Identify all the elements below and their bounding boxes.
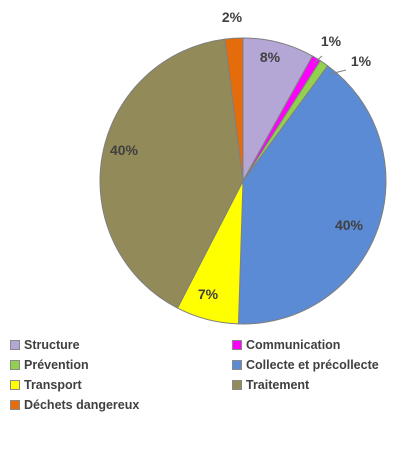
legend-item-1: Communication <box>232 336 340 354</box>
legend-label-6: Déchets dangereux <box>24 398 140 412</box>
legend-label-0: Structure <box>24 338 80 352</box>
pie-chart: 8% 1% 1% 40% 7% 40% 2% <box>99 9 387 325</box>
pie-slice-6 <box>224 37 244 182</box>
data-label-6: 2% <box>222 9 243 25</box>
data-label-5: 40% <box>110 142 139 158</box>
legend-swatch-5 <box>232 380 242 390</box>
legend-swatch-2 <box>10 360 20 370</box>
legend-item-5: Traitement <box>232 376 309 394</box>
legend-label-1: Communication <box>246 338 341 352</box>
legend-label-3: Collecte et précollecte <box>246 358 379 372</box>
legend-swatch-0 <box>10 340 20 350</box>
data-label-3: 40% <box>335 217 364 233</box>
legend-swatch-3 <box>232 360 242 370</box>
legend-item-4: Transport <box>10 376 82 394</box>
legend-swatch-4 <box>10 380 20 390</box>
leader-line-0 <box>313 55 323 64</box>
legend-label-2: Prévention <box>24 358 89 372</box>
leader-line-1 <box>329 69 347 75</box>
legend-item-6: Déchets dangereux <box>10 396 139 414</box>
legend-label-5: Traitement <box>246 378 310 392</box>
pie-slice-5 <box>99 38 244 309</box>
legend-item-3: Collecte et précollecte <box>232 356 379 374</box>
data-label-0: 8% <box>260 49 281 65</box>
legend-item-0: Structure <box>10 336 80 354</box>
legend-swatch-1 <box>232 340 242 350</box>
legend-item-2: Prévention <box>10 356 89 374</box>
data-label-4: 7% <box>198 286 219 302</box>
pie-slice-3 <box>237 65 387 325</box>
data-label-1: 1% <box>321 33 342 49</box>
legend-label-4: Transport <box>24 378 82 392</box>
legend-swatch-6 <box>10 400 20 410</box>
data-label-2: 1% <box>351 53 372 69</box>
